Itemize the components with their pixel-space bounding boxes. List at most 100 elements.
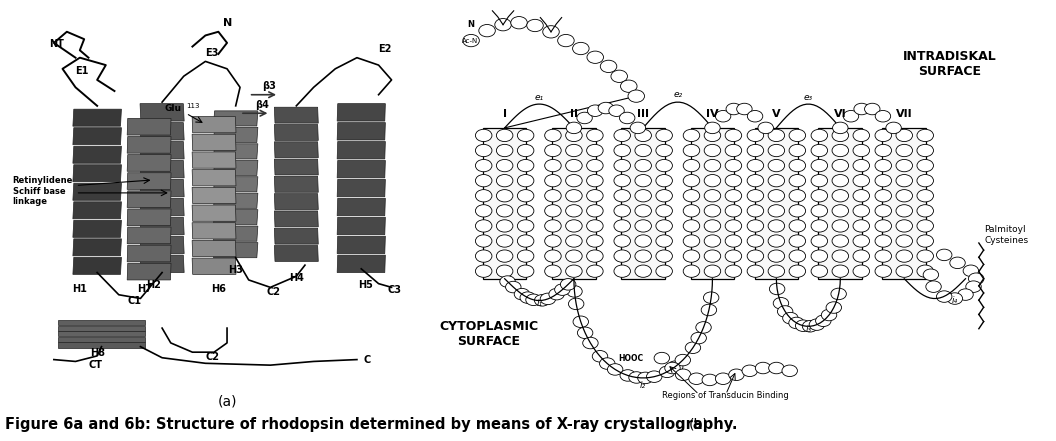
Circle shape <box>966 281 981 292</box>
Circle shape <box>566 144 582 157</box>
Circle shape <box>768 235 785 247</box>
Circle shape <box>592 351 607 362</box>
Circle shape <box>635 220 652 232</box>
Circle shape <box>520 292 535 303</box>
Circle shape <box>463 34 479 47</box>
Text: i₁: i₁ <box>536 299 543 309</box>
Circle shape <box>773 298 789 309</box>
Circle shape <box>600 60 617 72</box>
Circle shape <box>748 129 763 142</box>
Text: C: C <box>363 355 371 365</box>
Circle shape <box>895 175 912 187</box>
Text: (b): (b) <box>690 418 709 432</box>
Circle shape <box>704 220 720 232</box>
Circle shape <box>566 175 582 187</box>
Circle shape <box>949 257 965 269</box>
Circle shape <box>656 265 673 277</box>
Circle shape <box>758 122 773 134</box>
Circle shape <box>755 362 771 374</box>
Circle shape <box>811 129 828 142</box>
Circle shape <box>958 289 974 300</box>
Circle shape <box>496 265 513 277</box>
Polygon shape <box>140 255 184 273</box>
Circle shape <box>875 220 891 232</box>
Text: INTRADISKAL
SURFACE: INTRADISKAL SURFACE <box>903 50 997 78</box>
Text: Glu: Glu <box>165 105 182 113</box>
Text: i₄: i₄ <box>951 295 958 305</box>
Circle shape <box>566 129 582 142</box>
Polygon shape <box>73 128 121 145</box>
Text: (a): (a) <box>218 395 237 409</box>
Circle shape <box>496 250 513 262</box>
Circle shape <box>865 103 880 115</box>
Text: II: II <box>570 109 578 119</box>
Circle shape <box>511 17 527 29</box>
Text: C2: C2 <box>266 287 280 297</box>
Circle shape <box>656 250 673 262</box>
Circle shape <box>832 144 849 157</box>
Polygon shape <box>140 236 184 254</box>
Circle shape <box>566 250 582 262</box>
Circle shape <box>573 316 588 328</box>
Circle shape <box>853 129 869 142</box>
Circle shape <box>614 250 630 262</box>
Text: E2: E2 <box>379 44 392 54</box>
Text: CYTOPLASMIC
SURFACE: CYTOPLASMIC SURFACE <box>439 320 539 348</box>
Polygon shape <box>58 343 145 348</box>
Polygon shape <box>337 123 385 140</box>
Circle shape <box>566 220 582 232</box>
Bar <box>883 128 926 279</box>
Circle shape <box>853 205 869 217</box>
Circle shape <box>875 110 890 122</box>
Circle shape <box>832 250 849 262</box>
Text: N: N <box>468 20 474 29</box>
Text: Ac-N: Ac-N <box>463 37 478 44</box>
Polygon shape <box>192 240 235 257</box>
Circle shape <box>704 144 720 157</box>
Circle shape <box>676 369 691 381</box>
Circle shape <box>704 129 720 142</box>
Circle shape <box>656 144 673 157</box>
Text: NT: NT <box>50 38 64 49</box>
Polygon shape <box>73 146 121 163</box>
Text: IV: IV <box>706 109 719 119</box>
Circle shape <box>895 144 912 157</box>
Text: C1: C1 <box>128 296 142 306</box>
Circle shape <box>567 286 582 297</box>
Polygon shape <box>337 236 385 254</box>
Circle shape <box>875 205 891 217</box>
Circle shape <box>475 205 492 217</box>
Circle shape <box>789 190 806 202</box>
Circle shape <box>748 220 763 232</box>
Circle shape <box>656 220 673 232</box>
Circle shape <box>923 269 939 280</box>
Polygon shape <box>337 179 385 197</box>
Circle shape <box>558 34 574 47</box>
Circle shape <box>578 327 592 339</box>
Text: H7: H7 <box>137 284 152 294</box>
Text: E3: E3 <box>205 48 219 58</box>
Circle shape <box>725 160 741 172</box>
Circle shape <box>475 144 492 157</box>
Circle shape <box>748 250 763 262</box>
Circle shape <box>725 205 741 217</box>
Circle shape <box>587 105 603 116</box>
Circle shape <box>635 235 652 247</box>
Circle shape <box>811 235 828 247</box>
Circle shape <box>561 279 576 290</box>
Circle shape <box>704 160 720 172</box>
Circle shape <box>635 205 652 217</box>
Circle shape <box>577 112 592 124</box>
Circle shape <box>853 160 869 172</box>
Circle shape <box>475 129 492 142</box>
Circle shape <box>656 129 673 142</box>
Circle shape <box>545 190 561 202</box>
Circle shape <box>656 190 673 202</box>
Circle shape <box>654 352 670 364</box>
Text: H1: H1 <box>73 284 88 294</box>
Polygon shape <box>73 202 121 219</box>
Circle shape <box>587 250 603 262</box>
Circle shape <box>832 265 849 277</box>
Circle shape <box>782 365 797 377</box>
Circle shape <box>517 129 534 142</box>
